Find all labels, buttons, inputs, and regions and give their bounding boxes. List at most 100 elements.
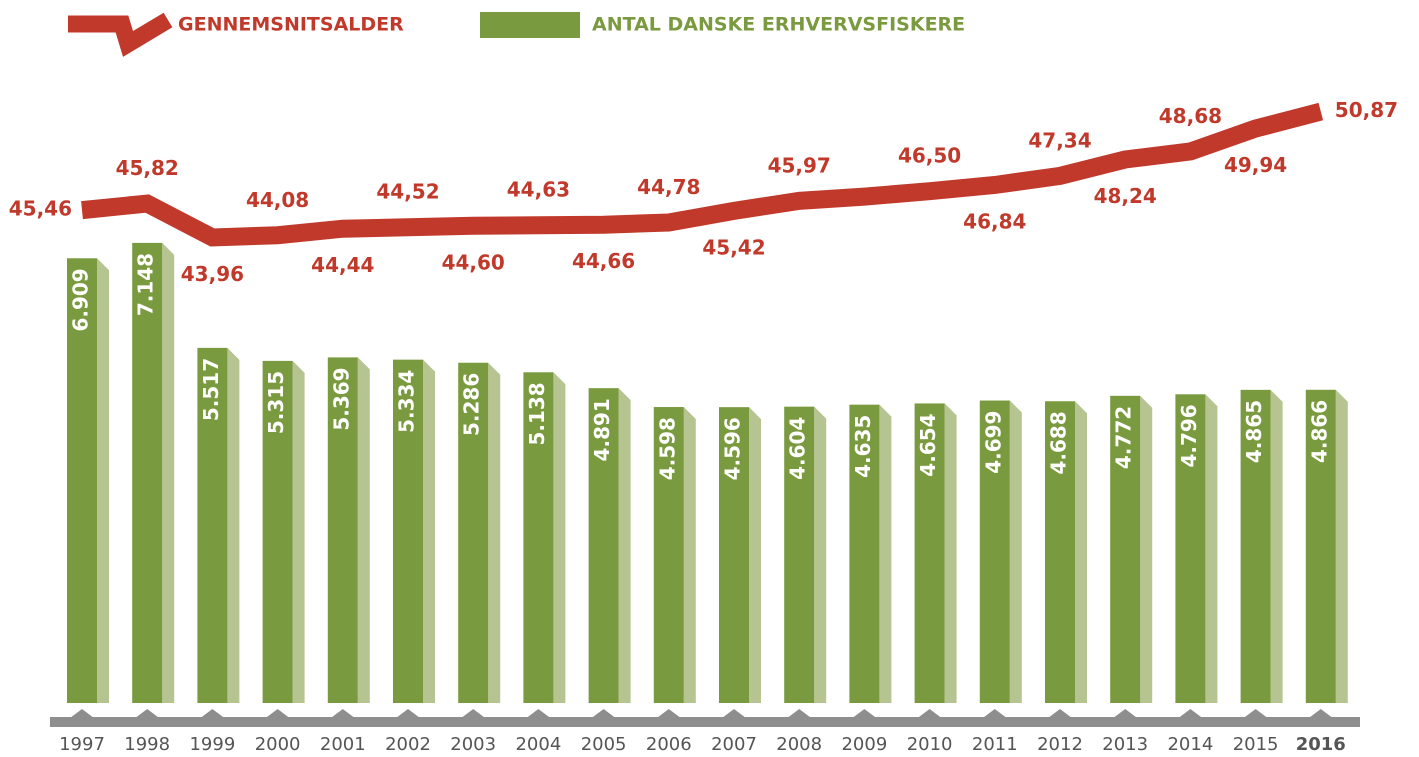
x-tick-label: 1998 [124,734,170,755]
line-value-label: 45,97 [768,153,831,177]
x-tick-label: 2007 [711,734,757,755]
x-tick-label: 1997 [59,734,105,755]
bar [523,372,554,703]
bar-value-label: 4.654 [916,413,940,476]
axis-bump [1178,709,1203,718]
bar [1240,389,1271,703]
x-tick-label: 2012 [1037,734,1083,755]
x-tick-label: 2014 [1167,734,1213,755]
legend-label: GENNEMSNITSALDER [178,14,404,36]
line-value-label: 44,78 [637,175,700,199]
line-value-label: 45,46 [9,197,72,221]
bar-value-label: 5.286 [460,373,484,436]
legend-line-swatch [68,12,173,57]
x-tick-label: 2008 [776,734,822,755]
axis-bump [1048,709,1072,718]
bar [67,258,97,703]
bar [1305,389,1336,703]
axis-bump [1113,709,1138,718]
axis-bump [591,709,616,718]
x-tick-label: 2010 [907,734,953,755]
bar-value-label: 4.865 [1242,400,1266,463]
bar-value-label: 4.604 [786,417,810,480]
bar-value-label: 4.596 [721,417,745,480]
axis-bump [265,709,290,718]
bar-value-label: 4.635 [851,415,875,478]
line-value-label: 48,68 [1159,104,1222,128]
bar [327,357,358,703]
line-value-label: 44,63 [507,178,570,202]
bar-value-label: 4.866 [1307,400,1331,463]
line-value-label: 44,44 [311,253,374,277]
bar [197,347,228,703]
bar-side [1270,389,1283,703]
bar [1045,401,1075,703]
x-tick-label: 2004 [515,734,561,755]
bar [784,406,815,703]
bar-side [488,362,501,703]
axis-bump [526,709,551,718]
axis-bump [461,709,486,718]
bar-side [944,403,957,703]
legend-label: ANTAL DANSKE ERHVERVSFISKERE [592,14,965,36]
bar-side [618,388,631,703]
legend-bar-swatch [480,12,580,38]
bar [588,388,619,703]
bar [1110,395,1141,703]
line-value-label: 46,84 [963,209,1026,233]
bar-side [553,372,566,703]
bar [979,400,1010,703]
bar-side [1075,401,1087,703]
bar-side [879,404,892,703]
bar-side [1009,400,1022,703]
bar-value-label: 5.334 [395,370,419,433]
x-tick-label: 2006 [646,734,692,755]
line-value-label: 43,96 [181,262,244,286]
bar-value-label: 4.598 [655,417,679,480]
bar-side [814,406,827,703]
bar-side [1335,389,1348,703]
line-value-label: 45,42 [702,235,765,259]
bar-value-label: 4.796 [1177,404,1201,467]
line-value-label: 45,82 [116,156,179,180]
bar-side [749,407,761,703]
bar [719,407,749,703]
axis-bump [656,709,681,718]
axis-bump [1243,709,1268,718]
line-value-label: 44,66 [572,249,635,273]
line-value-label: 44,52 [376,180,439,204]
bar-side [97,258,109,703]
bar-side [1140,395,1153,703]
axis-bump [1308,709,1333,718]
bar [653,407,684,703]
bar-value-label: 7.148 [134,253,158,316]
line-value-label: 46,50 [898,144,961,168]
bar-side [357,357,370,703]
bar-value-label: 4.688 [1047,411,1071,474]
bar-value-label: 4.699 [981,411,1005,474]
bar-value-label: 4.891 [590,398,614,461]
bar-side [162,242,175,703]
bar-side [1205,394,1218,703]
x-tick-label: 2001 [320,734,366,755]
axis-bump [200,709,225,718]
bar [132,242,163,703]
bar-side [683,407,696,703]
bar [458,362,489,703]
line-value-label: 50,87 [1335,98,1398,122]
bar-side [227,347,240,703]
axis-bump [917,709,942,718]
x-tick-label: 2003 [450,734,496,755]
bar [914,403,945,703]
axis-bump [852,709,877,718]
x-tick-label: 2016 [1296,734,1346,755]
bar-side [423,359,435,703]
bar-value-label: 5.517 [199,358,223,421]
axis-bump [135,709,160,718]
bar [262,360,293,703]
x-tick-label: 2011 [972,734,1018,755]
bar-value-label: 6.909 [69,268,93,331]
x-tick-label: 2002 [385,734,431,755]
line-value-label: 44,60 [442,250,505,274]
x-tick-label: 1999 [189,734,235,755]
